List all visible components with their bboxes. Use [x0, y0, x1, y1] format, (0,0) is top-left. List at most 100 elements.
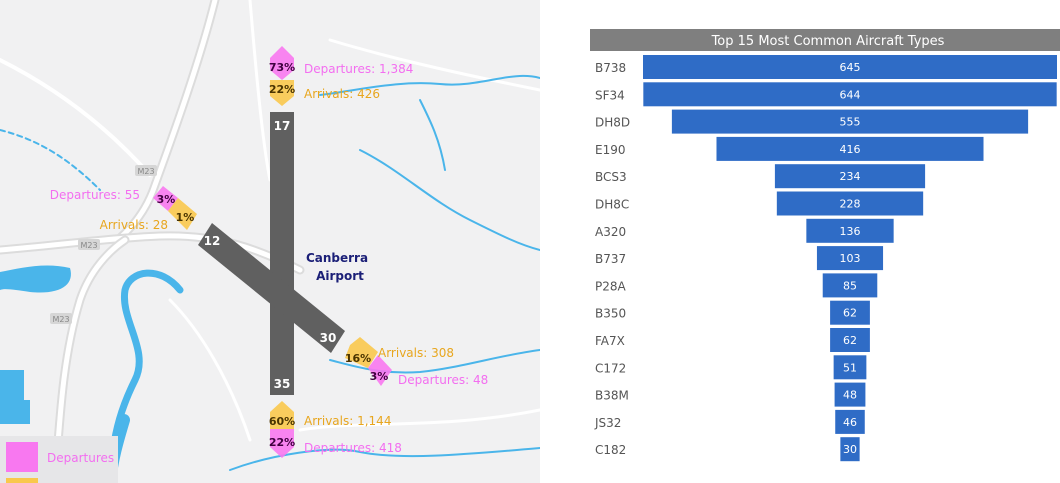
- bar-value-label: 46: [843, 416, 857, 429]
- runway-12-label: 12: [204, 234, 221, 248]
- arrivals-marker: [270, 80, 294, 106]
- funnel-bar[interactable]: [671, 109, 1029, 134]
- funnel-bar[interactable]: [816, 246, 884, 271]
- highway-road: [117, 0, 218, 241]
- bar-value-label: 103: [840, 252, 861, 265]
- category-label: C182: [595, 443, 626, 457]
- funnel-bar[interactable]: [840, 437, 860, 462]
- funnel-bar[interactable]: [716, 136, 984, 161]
- lake: [0, 265, 71, 293]
- category-label: B350: [595, 307, 626, 321]
- departures-pct: 73%: [269, 61, 295, 74]
- category-label: DH8C: [595, 198, 629, 212]
- arrivals-text: Arrivals: 1,144: [304, 414, 391, 428]
- funnel-bar[interactable]: [834, 382, 866, 407]
- funnel-bar[interactable]: [830, 328, 870, 352]
- departures-pct: 22%: [269, 436, 295, 449]
- departures-text: Departures: 418: [304, 441, 402, 455]
- category-label: P28A: [595, 279, 627, 293]
- road: [248, 0, 272, 182]
- bar-value-label: 234: [840, 170, 861, 183]
- arrivals-marker: [270, 401, 294, 429]
- bar-value-label: 30: [843, 443, 857, 456]
- funnel-bar[interactable]: [806, 218, 894, 243]
- svg-text:M23: M23: [137, 167, 154, 176]
- runway-35-label: 35: [274, 377, 291, 391]
- road-shield: M23: [50, 313, 72, 324]
- category-label: B38M: [595, 389, 629, 403]
- runway-17-label: 17: [274, 119, 291, 133]
- funnel-bar[interactable]: [830, 300, 870, 325]
- legend-departures-label: Departures: [47, 451, 115, 465]
- funnel-bar[interactable]: [822, 273, 878, 298]
- arrivals-text: Arrivals: 426: [304, 87, 380, 101]
- road: [168, 298, 252, 442]
- airport-label: Airport: [316, 269, 364, 283]
- creek: [359, 149, 540, 251]
- svg-text:M23: M23: [80, 241, 97, 250]
- bar-value-label: 228: [840, 198, 861, 211]
- arrivals-pct: 16%: [345, 352, 371, 365]
- arrivals-text: Arrivals: 308: [378, 346, 454, 360]
- category-label: C172: [595, 361, 626, 375]
- arrivals-marker: [345, 337, 378, 368]
- aircraft-types-chart: Top 15 Most Common Aircraft Types B738 64…: [580, 0, 1060, 483]
- runway-map: M23 M23 M23 17 12 30 35 Canberra Airport…: [0, 0, 540, 483]
- bar-value-label: 645: [840, 61, 861, 74]
- arrivals-text: Arrivals: 28: [100, 218, 168, 232]
- funnel-bar[interactable]: [833, 355, 867, 380]
- arrivals-marker: [168, 198, 197, 230]
- funnel-bar[interactable]: [643, 55, 1057, 79]
- chart-title-bar: [590, 29, 1060, 51]
- funnel-chart: Top 15 Most Common Aircraft Types B738 64…: [590, 29, 1060, 462]
- category-label: BCS3: [595, 170, 627, 184]
- bar-value-label: 51: [843, 361, 857, 374]
- road: [0, 58, 152, 177]
- svg-text:M23: M23: [52, 315, 69, 324]
- pond: [0, 400, 30, 424]
- runway-17-35: [270, 112, 294, 395]
- arrivals-pct: 22%: [269, 83, 295, 96]
- airport-label: Canberra: [306, 251, 368, 265]
- category-label: JS32: [594, 416, 621, 430]
- departures-pct: 3%: [370, 370, 389, 383]
- funnel-bar[interactable]: [776, 191, 924, 216]
- map-canvas: M23 M23 M23 17 12 30 35 Canberra Airport…: [0, 0, 540, 483]
- arrivals-pct: 60%: [269, 415, 295, 428]
- bar-value-label: 136: [840, 225, 861, 238]
- category-label: B738: [595, 61, 626, 75]
- bar-value-label: 85: [843, 279, 857, 292]
- road-shield: M23: [78, 239, 100, 250]
- category-label: FA7X: [595, 334, 625, 348]
- chart-title: Top 15 Most Common Aircraft Types: [711, 34, 945, 49]
- category-label: DH8D: [595, 116, 630, 130]
- bar-value-label: 48: [843, 389, 857, 402]
- map-legend: Departures: [0, 436, 118, 483]
- creek: [229, 447, 540, 471]
- arrivals-swatch: [6, 478, 38, 483]
- category-label: E190: [595, 143, 626, 157]
- funnel-bar[interactable]: [835, 409, 865, 434]
- departures-marker: [270, 429, 294, 458]
- arrivals-pct: 1%: [176, 211, 195, 224]
- category-label: B737: [595, 252, 626, 266]
- pond: [0, 370, 24, 400]
- runway-12-30: [198, 223, 345, 353]
- category-label: A320: [595, 225, 626, 239]
- funnel-bar[interactable]: [643, 82, 1057, 107]
- departures-text: Departures: 48: [398, 373, 488, 387]
- funnel-bar[interactable]: [774, 164, 926, 189]
- departures-swatch: [6, 442, 38, 472]
- bar-value-label: 555: [840, 116, 861, 129]
- road-shield: M23: [135, 165, 157, 176]
- bar-value-label: 62: [843, 307, 857, 320]
- runway-30-label: 30: [320, 331, 337, 345]
- departures-marker: [270, 46, 294, 80]
- creek: [419, 99, 446, 171]
- bar-value-label: 416: [840, 143, 861, 156]
- bar-value-label: 644: [840, 88, 861, 101]
- road: [328, 38, 540, 92]
- departures-marker: [153, 186, 178, 211]
- highway-road: [0, 233, 303, 273]
- departures-text: Departures: 1,384: [304, 62, 413, 76]
